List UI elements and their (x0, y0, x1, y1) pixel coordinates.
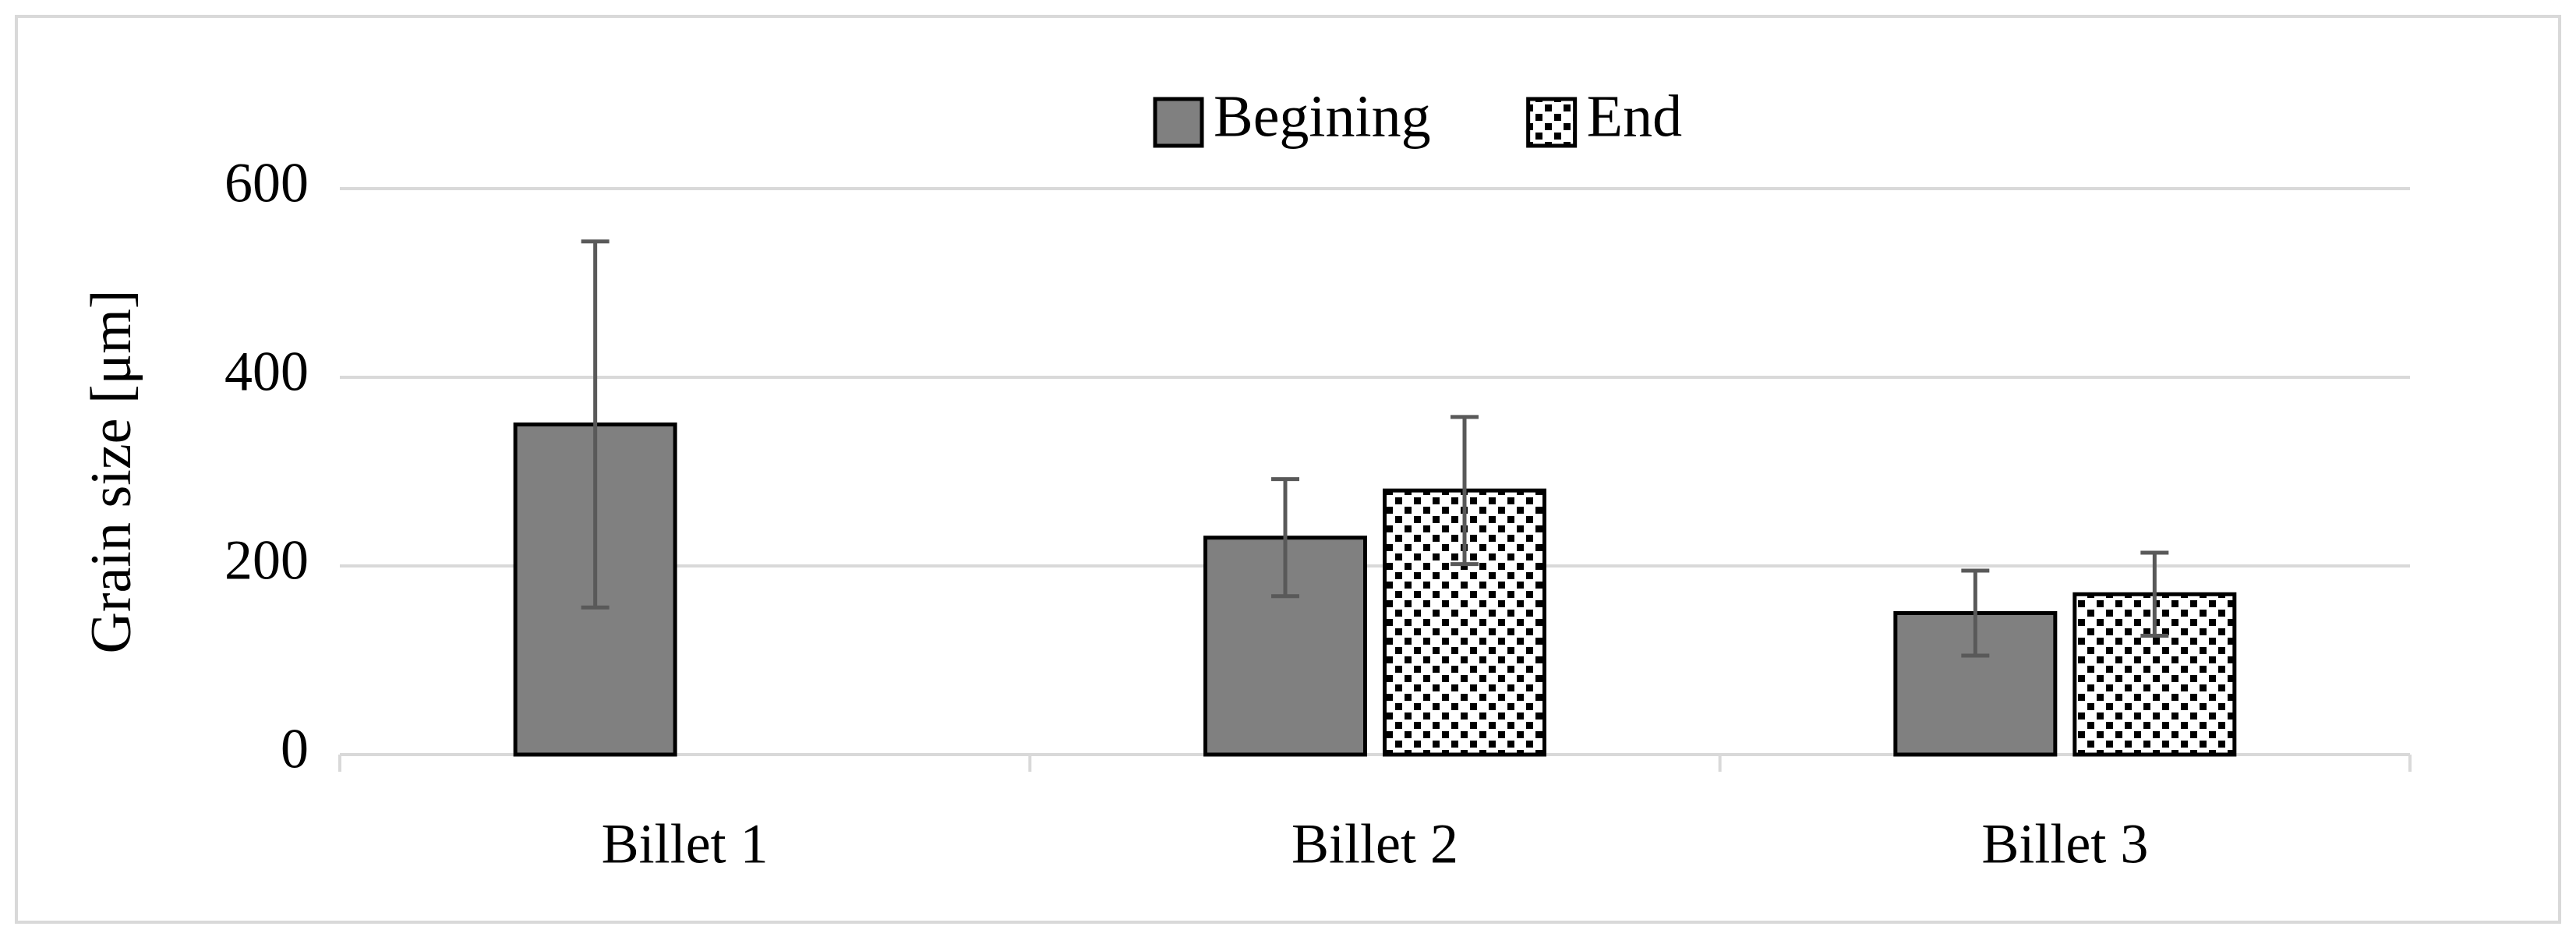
error-bar (2140, 550, 2169, 638)
bar (2072, 592, 2237, 757)
y-tick-label: 400 (224, 341, 309, 403)
x-tick-label: Billet 2 (1292, 813, 1458, 875)
y-tick-label: 600 (224, 152, 309, 214)
y-tick-label: 200 (224, 529, 309, 592)
legend-label: Begining (1214, 83, 1431, 149)
x-tick-label: Billet 3 (1981, 813, 2148, 875)
y-axis-title: Grain size [μm] (80, 289, 143, 653)
x-tick-label: Billet 1 (602, 813, 769, 875)
legend-swatch (1526, 97, 1578, 148)
legend-label: End (1587, 83, 1682, 149)
error-bar (1451, 415, 1479, 567)
error-bar (1271, 477, 1299, 599)
chart-frame (15, 15, 2561, 924)
y-tick-label: 0 (281, 718, 309, 780)
error-bar (1961, 568, 1990, 658)
legend-swatch (1153, 97, 1204, 148)
error-bar (581, 239, 610, 610)
